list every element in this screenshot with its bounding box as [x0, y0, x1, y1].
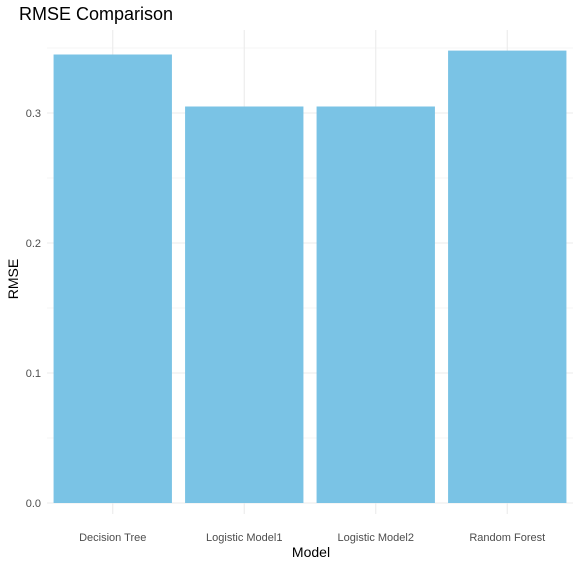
x-tick-label: Decision Tree: [79, 532, 146, 544]
bar: [316, 106, 435, 503]
tick-labels: 0.0 0.1 0.2 0.3 Decision Tree Logistic Model1…: [26, 108, 545, 544]
y-axis-title: RMSE: [5, 259, 21, 299]
x-axis-title: Model: [292, 544, 330, 560]
y-tick-label: 0.1: [26, 368, 41, 380]
bar: [185, 106, 304, 503]
bar: [448, 50, 567, 503]
y-tick-label: 0.0: [26, 498, 41, 510]
x-tick-label: Logistic Model2: [338, 532, 414, 544]
x-tick-label: Logistic Model1: [206, 532, 282, 544]
bars: [53, 50, 567, 503]
y-tick-label: 0.2: [26, 238, 41, 250]
chart-title: RMSE Comparison: [19, 4, 173, 24]
bar: [53, 54, 172, 503]
y-tick-label: 0.3: [26, 108, 41, 120]
x-tick-label: Random Forest: [469, 532, 545, 544]
